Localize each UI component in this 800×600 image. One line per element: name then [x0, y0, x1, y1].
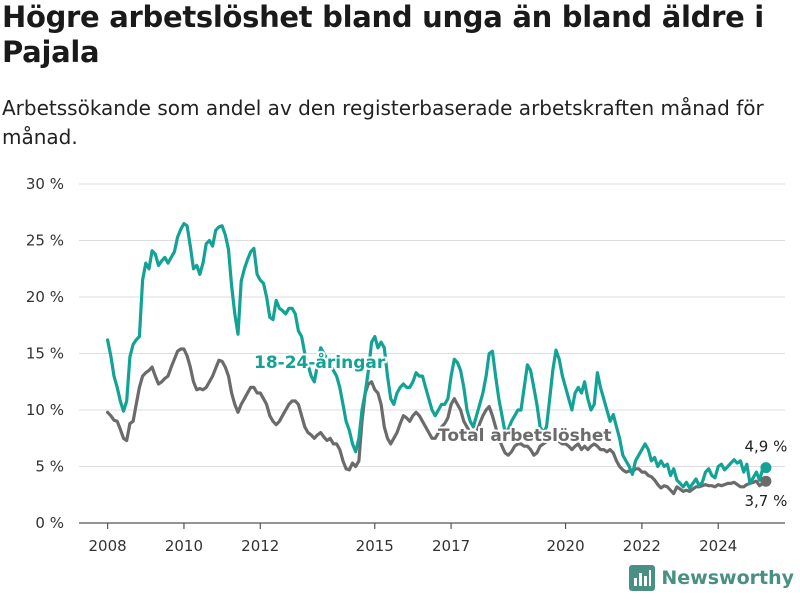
x-tick-label: 2024	[699, 537, 737, 555]
y-tick-label: 0 %	[35, 514, 64, 532]
x-tick-label: 2020	[546, 537, 584, 555]
x-tick-label: 2015	[356, 537, 394, 555]
chart-title: Högre arbetslöshet bland unga än bland ä…	[2, 0, 764, 69]
youth-end-value-label: 4,9 %	[744, 438, 787, 456]
chart-subtitle: Arbetssökande som andel av den registerb…	[2, 96, 764, 149]
y-tick-label: 10 %	[26, 401, 64, 419]
y-tick-label: 25 %	[26, 232, 64, 250]
brand-name: Newsworthy	[661, 567, 794, 589]
total-series-line	[106, 347, 768, 496]
y-tick-label: 15 %	[26, 345, 64, 363]
y-tick-label: 20 %	[26, 288, 64, 306]
youth-series-label: 18-24-åringar	[254, 351, 386, 373]
newsworthy-chart-icon	[629, 565, 656, 591]
y-tick-label: 5 %	[35, 458, 64, 476]
total-end-value-label: 3,7 %	[744, 492, 787, 510]
x-tick-label: 2017	[432, 537, 470, 555]
x-tick-label: 2010	[165, 537, 203, 555]
youth-end-point	[760, 462, 772, 474]
x-tick-label: 2012	[241, 537, 279, 555]
youth-series-line	[106, 222, 768, 490]
x-tick-label: 2022	[623, 537, 661, 555]
x-tick-label: 2008	[89, 537, 127, 555]
total-series-label: Total arbetslöshet	[438, 426, 612, 446]
line-chart: 0 % 5 % 10 % 15 % 20 % 25 % 30 % 2008 2010 2012 20…	[26, 175, 787, 555]
newsworthy-logo: Newsworthy	[629, 565, 794, 591]
total-end-point	[760, 475, 772, 487]
y-tick-label: 30 %	[26, 175, 64, 193]
